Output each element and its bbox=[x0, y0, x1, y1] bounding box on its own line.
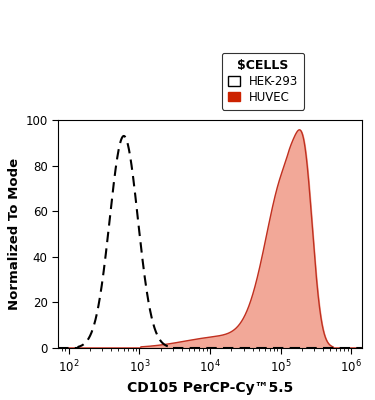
Y-axis label: Normalized To Mode: Normalized To Mode bbox=[8, 158, 21, 310]
Legend: HEK-293, HUVEC: HEK-293, HUVEC bbox=[222, 53, 304, 110]
X-axis label: CD105 PerCP-Cy™5.5: CD105 PerCP-Cy™5.5 bbox=[127, 380, 293, 394]
